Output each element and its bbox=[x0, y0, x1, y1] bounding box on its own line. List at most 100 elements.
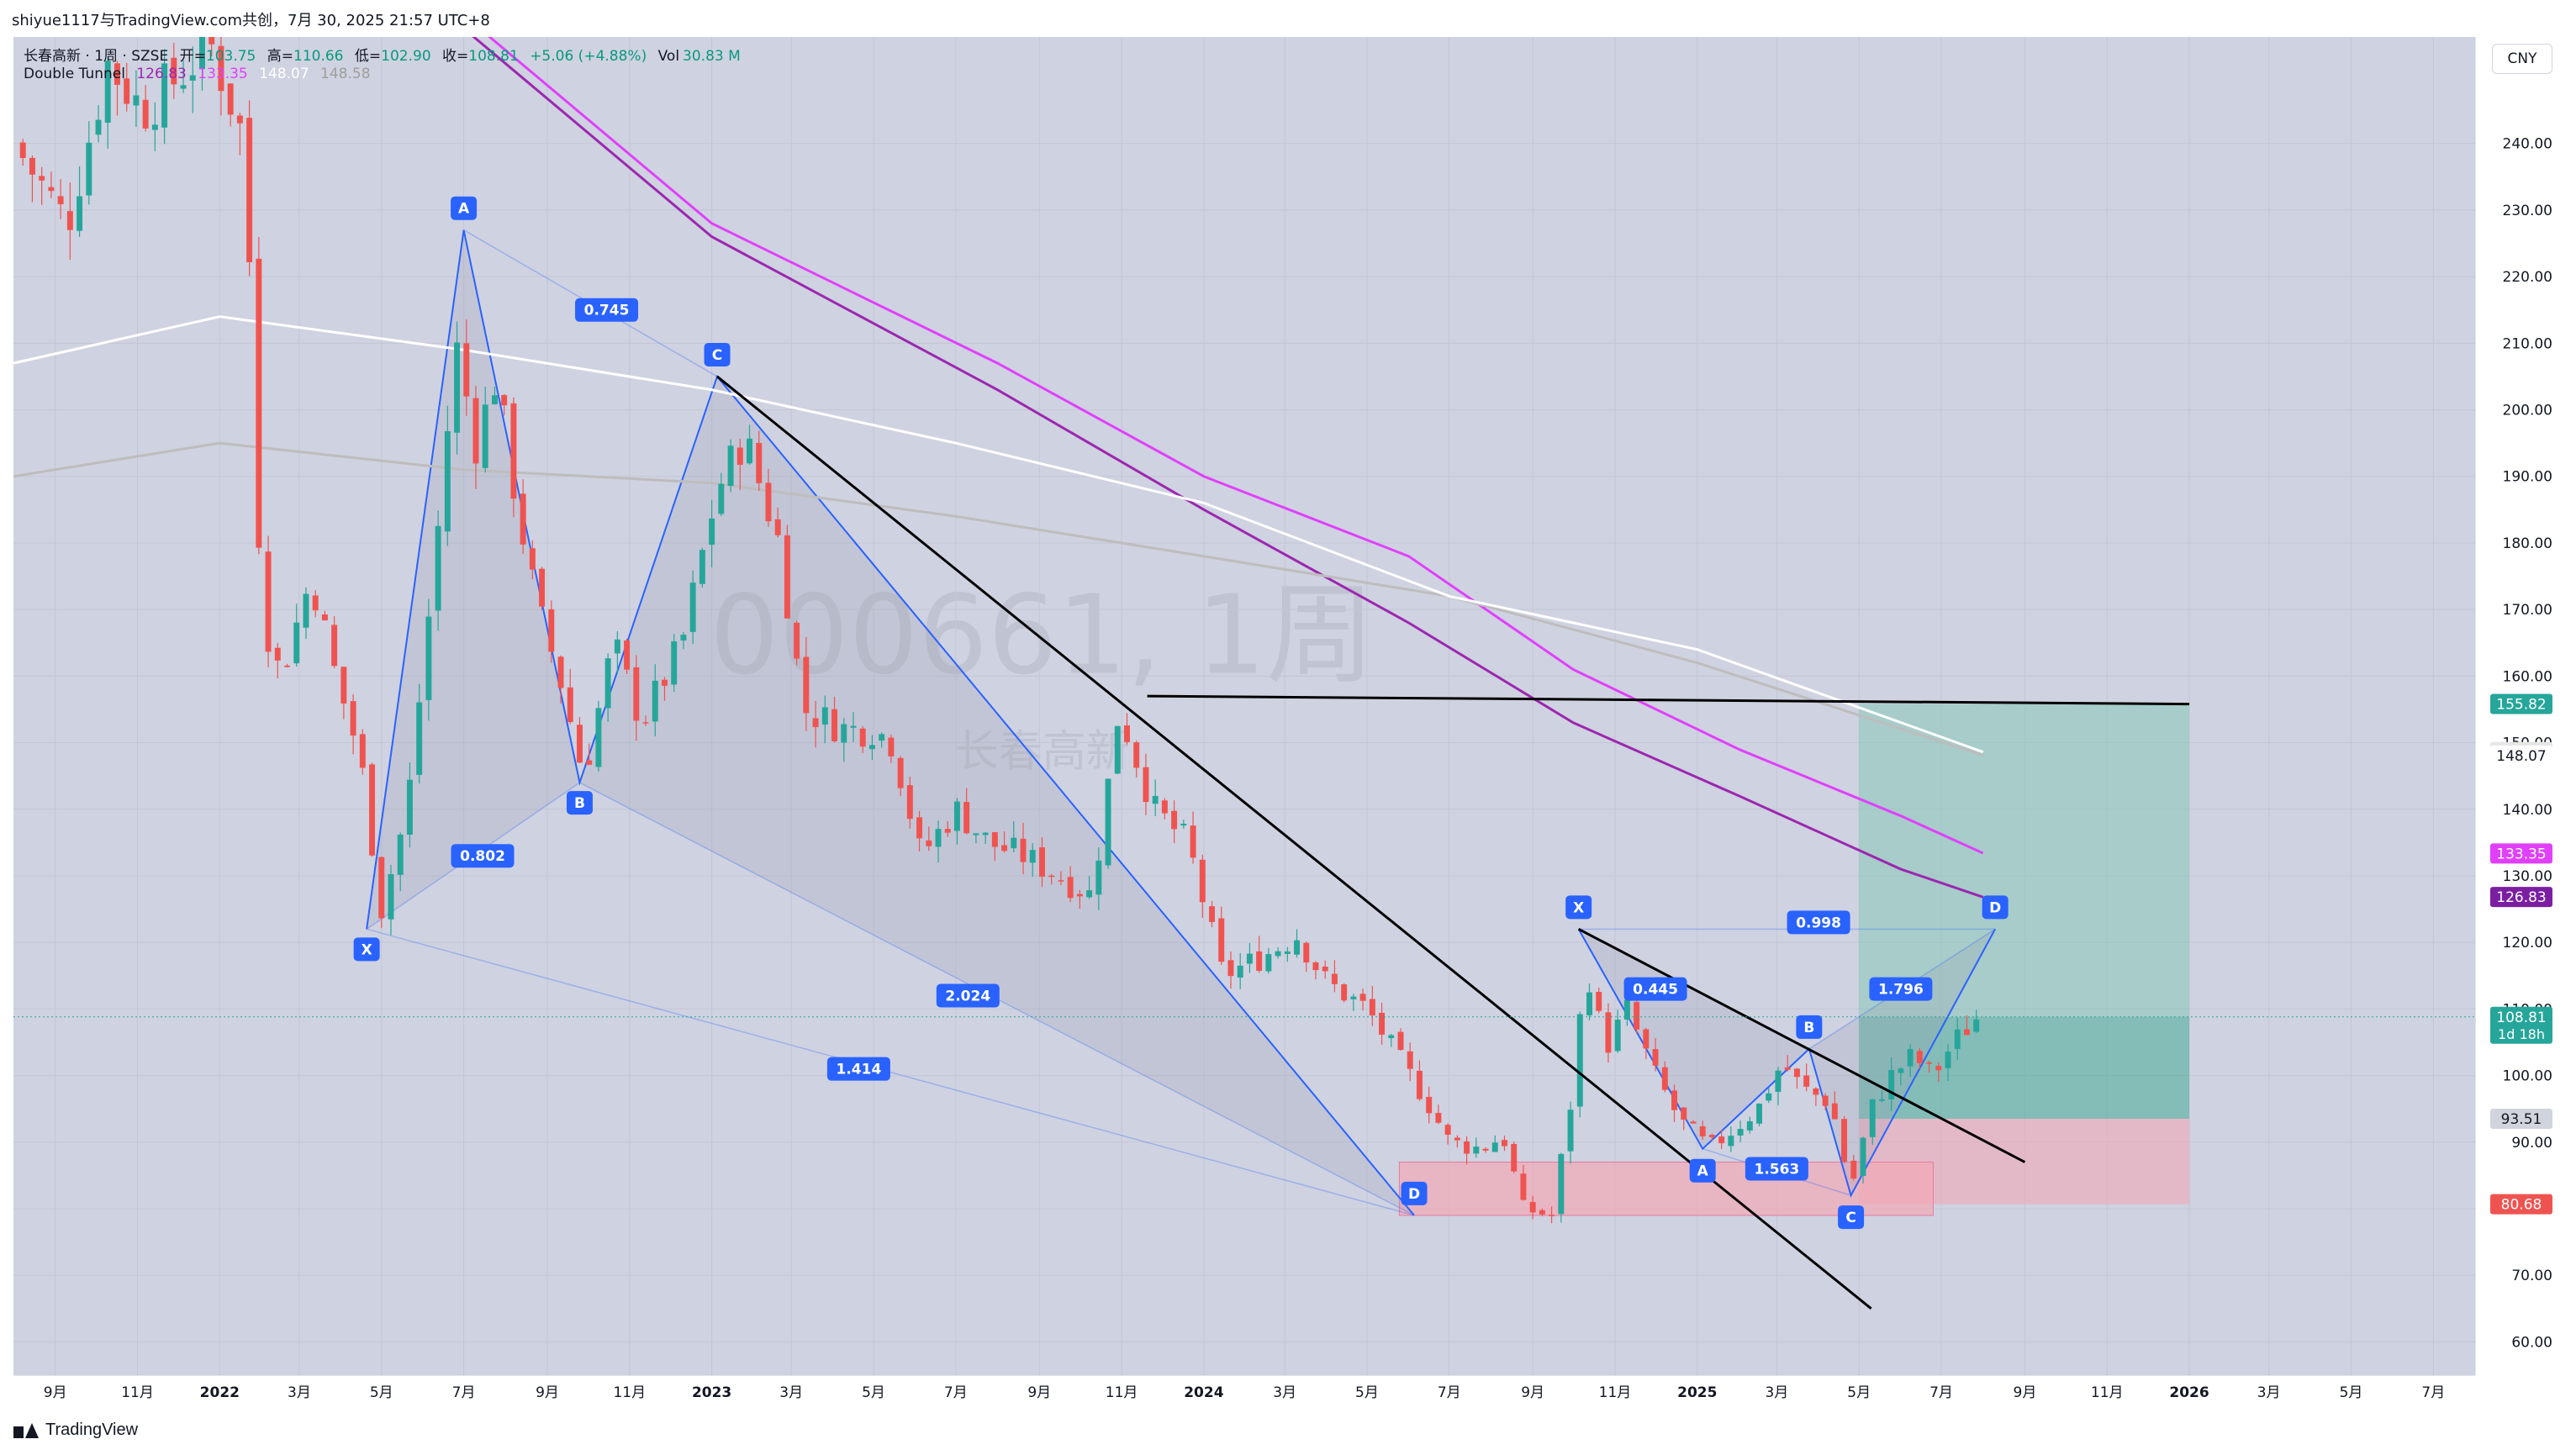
candle-body bbox=[727, 445, 734, 487]
candle-body bbox=[463, 343, 470, 397]
candle-body bbox=[189, 75, 196, 81]
candle-body bbox=[973, 833, 979, 836]
pattern-2-ratio-label-badge bbox=[1787, 910, 1850, 935]
pattern-2-point-d: D bbox=[1989, 899, 2001, 916]
candlestick-chart[interactable]: 000661, 1周长春高新XABCD0.8020.7452.0241.414X… bbox=[13, 37, 2475, 1375]
time-axis-tick: 5月 bbox=[1355, 1384, 1379, 1401]
candle-body bbox=[1576, 1014, 1583, 1107]
candle-body bbox=[520, 493, 526, 545]
candle-body bbox=[1312, 962, 1319, 971]
candle-body bbox=[1058, 880, 1064, 882]
candle-body bbox=[1491, 1142, 1498, 1152]
candle-body bbox=[1227, 960, 1234, 977]
pattern-1-point-d-badge bbox=[1401, 1181, 1428, 1205]
price-axis-label: 148.58 bbox=[2496, 745, 2546, 762]
candle-body bbox=[935, 829, 942, 847]
candle-body bbox=[557, 656, 564, 688]
time-axis-tick: 11月 bbox=[121, 1384, 154, 1401]
candle-body bbox=[1907, 1049, 1914, 1067]
candle-body bbox=[1586, 992, 1592, 1015]
candle-body bbox=[586, 760, 593, 765]
pattern-2-point-a-badge bbox=[1689, 1158, 1716, 1183]
candle-body bbox=[435, 525, 441, 611]
candle-body bbox=[491, 395, 498, 404]
candle-body bbox=[1869, 1099, 1876, 1137]
candle-body bbox=[236, 115, 243, 124]
price-axis-tick: 130.00 bbox=[2503, 868, 2552, 885]
candle-body bbox=[642, 722, 649, 724]
pattern-1-point-d: D bbox=[1408, 1186, 1420, 1203]
candle-body bbox=[1114, 725, 1121, 774]
volume-label-text: Vol bbox=[657, 48, 680, 65]
candle-body bbox=[444, 430, 451, 532]
candle-body bbox=[293, 622, 300, 664]
time-axis-tick: 2026 bbox=[2169, 1384, 2209, 1401]
candle-body bbox=[133, 95, 140, 106]
candle-body bbox=[1898, 1068, 1904, 1073]
pattern-1-point-b: B bbox=[574, 795, 585, 812]
candle-body bbox=[1029, 850, 1036, 863]
candle-body bbox=[350, 701, 356, 736]
candle-body bbox=[1963, 1029, 1970, 1036]
tradingview-logo[interactable]: TradingView bbox=[13, 1421, 138, 1440]
candle-body bbox=[1718, 1136, 1725, 1144]
currency-button[interactable]: CNY bbox=[2492, 44, 2552, 74]
candle-body bbox=[1813, 1088, 1819, 1095]
candle-body bbox=[388, 873, 394, 920]
price-axis-tick: 90.00 bbox=[2511, 1135, 2552, 1152]
candle-body bbox=[1803, 1075, 1810, 1087]
symbol-legend[interactable]: 长春高新 · 1周 · SZSE 开=103.75 高=110.66 低=102… bbox=[24, 44, 747, 65]
price-axis-tick: 80.00 bbox=[2511, 1201, 2552, 1218]
candle-body bbox=[161, 63, 168, 128]
candle-body bbox=[1737, 1129, 1744, 1136]
candle-body bbox=[1161, 800, 1168, 814]
time-axis-tick: 9月 bbox=[44, 1384, 67, 1401]
time-axis-tick: 3月 bbox=[1273, 1384, 1296, 1401]
high-label: 高=110.66 bbox=[267, 48, 344, 65]
candle-body bbox=[227, 83, 234, 115]
candle-body bbox=[1397, 1031, 1404, 1051]
candle-body bbox=[1520, 1173, 1527, 1200]
pattern-1-ratio-label: 0.802 bbox=[460, 848, 505, 865]
candle-body bbox=[378, 857, 385, 919]
pattern-1-zigzag bbox=[366, 229, 1415, 1216]
candle-body bbox=[1822, 1095, 1829, 1106]
candle-body bbox=[1275, 951, 1281, 957]
candle-body bbox=[1643, 1029, 1650, 1049]
candle-body bbox=[1209, 906, 1215, 922]
candle-body bbox=[1878, 1099, 1885, 1101]
candle-body bbox=[1756, 1103, 1763, 1124]
candle-body bbox=[425, 616, 432, 700]
candle-body bbox=[1331, 973, 1338, 984]
price-axis-tick: 120.00 bbox=[2503, 935, 2552, 952]
candle-body bbox=[1190, 825, 1196, 858]
time-axis-tick: 7月 bbox=[1438, 1384, 1461, 1401]
candle-body bbox=[982, 832, 989, 836]
candle-body bbox=[1435, 1113, 1442, 1123]
candle-body bbox=[1284, 951, 1291, 954]
time-axis-tick: 9月 bbox=[2014, 1384, 2037, 1401]
candle-body bbox=[1294, 940, 1301, 955]
candle-body bbox=[1322, 966, 1328, 972]
low-label: 低=102.90 bbox=[355, 48, 431, 65]
candle-body bbox=[1793, 1068, 1800, 1078]
candle-body bbox=[66, 211, 73, 230]
candle-body bbox=[397, 834, 404, 875]
time-axis-tick: 3月 bbox=[288, 1384, 311, 1401]
pattern-2-point-b: B bbox=[1803, 1020, 1814, 1036]
price-axis-label: 80.68 bbox=[2501, 1197, 2542, 1214]
pattern-2-point-c: C bbox=[1845, 1210, 1855, 1226]
candle-body bbox=[180, 85, 187, 89]
price-axis-label-bg bbox=[2490, 1006, 2552, 1044]
candle-body bbox=[1218, 918, 1225, 962]
candle-body bbox=[1464, 1141, 1470, 1154]
symbol-line: 长春高新 · 1周 · SZSE bbox=[24, 48, 169, 65]
candle-body bbox=[1407, 1051, 1413, 1069]
time-axis-tick: 2022 bbox=[200, 1384, 240, 1401]
chart-area[interactable]: 000661, 1周 长春高新 X A B C D 0.802 0.745 2.024 1.414 X… bbox=[13, 37, 2475, 1375]
price-axis-label: 155.82 bbox=[2496, 696, 2546, 713]
indicator-legend[interactable]: Double Tunnel 126.83 133.35 148.07 148.5… bbox=[24, 66, 377, 82]
pattern-2-ratio-label: 0.998 bbox=[1796, 915, 1841, 931]
pattern-2-ratio-label: 1.563 bbox=[1754, 1161, 1799, 1178]
candle-body bbox=[1038, 847, 1045, 878]
